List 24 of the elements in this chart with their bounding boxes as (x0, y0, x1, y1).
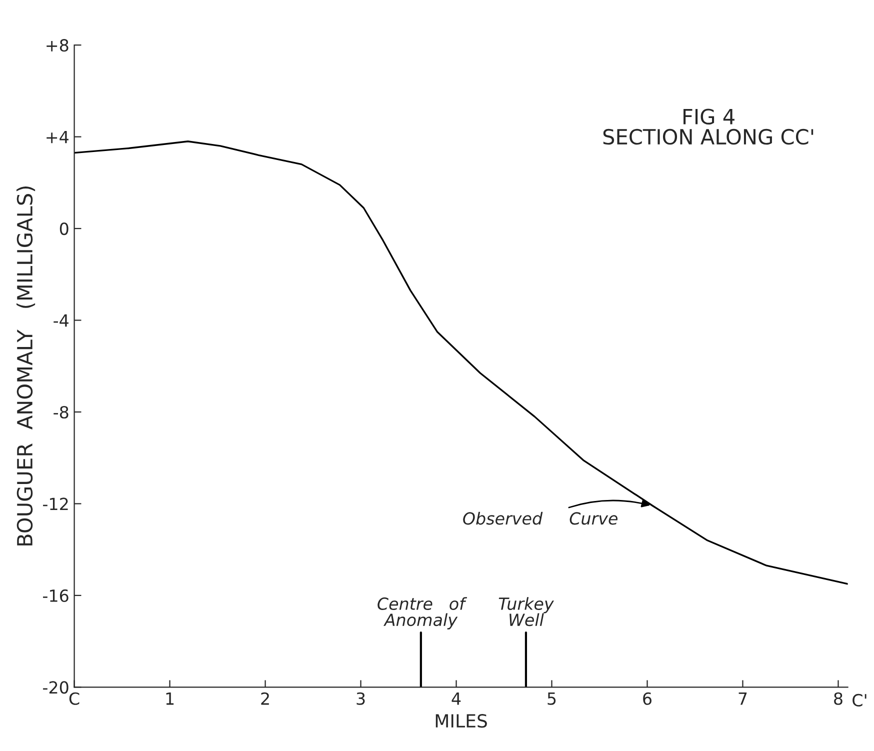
x-tick-label: 3 (356, 692, 365, 705)
x-tick-label: C (69, 692, 80, 705)
ref-line-label: Turkey Well (498, 597, 554, 626)
annotation: FIG 4 SECTION ALONG CC' (603, 108, 814, 145)
annotation: Observed Curve (463, 512, 618, 525)
x-tick-label: 4 (452, 692, 461, 705)
y-tick-label: -4 (54, 314, 68, 327)
y-axis-title: BOUGUER ANOMALY (MILLIGALS) (16, 186, 36, 546)
x-tick-label: 1 (166, 692, 174, 705)
y-tick-label: -16 (43, 589, 68, 602)
y-tick-label: 0 (60, 222, 68, 236)
x-axis-title: MILES (436, 714, 487, 728)
x-tick-label: 8 (834, 692, 842, 705)
ref-line-label: Centre of Anomaly (378, 597, 468, 630)
y-tick-label: +4 (46, 130, 68, 144)
y-tick-label: +8 (46, 39, 68, 52)
x-tick-label: 2 (261, 692, 269, 705)
x-tick-label: 5 (548, 692, 556, 705)
text: C' (852, 694, 866, 706)
x-tick-label: 7 (738, 692, 747, 705)
y-tick-label: -20 (43, 681, 68, 694)
x-tick-label: 6 (643, 692, 652, 705)
y-tick-label: -8 (54, 406, 68, 419)
y-tick-label: -12 (43, 498, 68, 510)
